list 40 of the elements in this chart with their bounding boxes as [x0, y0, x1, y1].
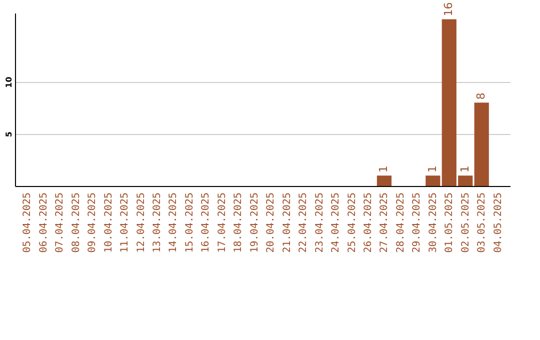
data-label: 8 [474, 92, 488, 100]
x-tick-label: 14.04.2025 [168, 192, 180, 253]
x-tick-label: 12.04.2025 [136, 192, 147, 253]
y-tick-label: 10 [4, 76, 14, 88]
bar [376, 176, 392, 186]
x-tick-label: 11.04.2025 [120, 192, 131, 253]
x-tick-label: 03.05.2025 [476, 192, 488, 253]
x-tick-label: 27.04.2025 [379, 192, 390, 253]
data-label: 1 [426, 166, 439, 173]
x-tick-label: 23.04.2025 [314, 192, 326, 253]
y-tick-label: 5 [4, 131, 14, 138]
data-label: 16 [442, 2, 456, 16]
x-tick-label: 18.04.2025 [233, 192, 244, 253]
x-tick-label: 26.04.2025 [362, 192, 374, 253]
x-tick-label: 19.04.2025 [249, 192, 260, 253]
data-label: 1 [377, 166, 390, 173]
bar [426, 176, 440, 186]
x-tick-label: 01.05.2025 [444, 192, 456, 253]
x-tick-label: 07.04.2025 [54, 192, 66, 253]
x-tick-label: 21.04.2025 [282, 192, 293, 253]
bar [474, 102, 489, 186]
x-tick-label: 15.04.2025 [184, 192, 196, 253]
x-tick-label: 24.04.2025 [330, 192, 342, 253]
x-tick-label: 08.04.2025 [70, 192, 82, 253]
x-tick-label: 10.04.2025 [103, 192, 114, 253]
x-tick-label: 22.04.2025 [298, 192, 310, 253]
x-tick-label: 28.04.2025 [395, 192, 406, 253]
x-tick-label: 13.04.2025 [152, 192, 164, 253]
x-tick-label: 17.04.2025 [216, 192, 228, 253]
x-tick-label: 16.04.2025 [200, 192, 212, 253]
x-tick-label: 05.04.2025 [22, 192, 34, 253]
x-tick-label: 30.04.2025 [428, 192, 439, 253]
x-tick-label: 04.05.2025 [492, 192, 504, 253]
x-tick-label: 06.04.2025 [38, 192, 50, 253]
x-tick-label: 02.05.2025 [460, 192, 472, 253]
x-tick-label: 09.04.2025 [87, 192, 98, 253]
data-label: 1 [458, 166, 472, 173]
x-tick-label: 29.04.2025 [412, 192, 423, 253]
x-tick-label: 20.04.2025 [266, 192, 277, 253]
x-tick-label: 25.04.2025 [346, 192, 358, 253]
